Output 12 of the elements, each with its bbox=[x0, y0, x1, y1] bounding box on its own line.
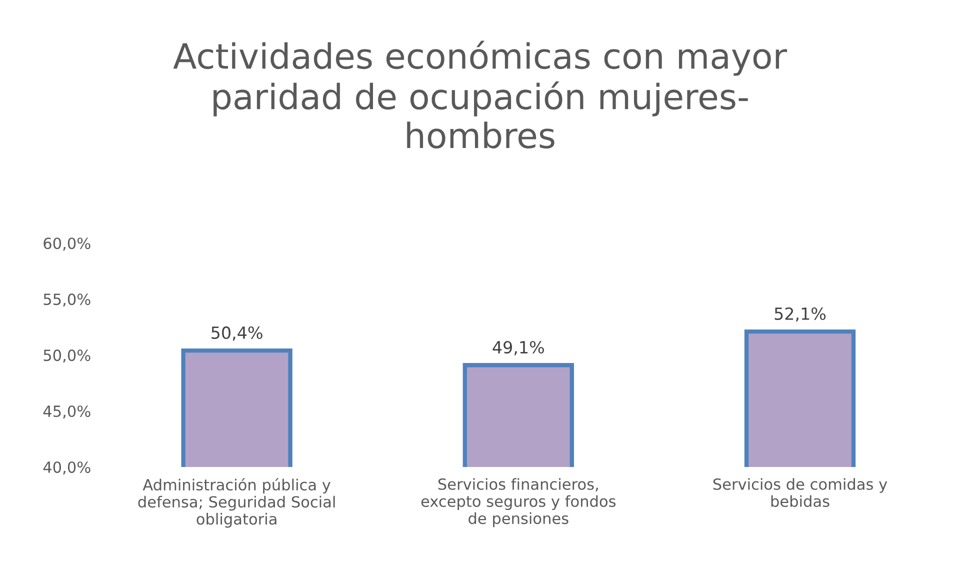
y-tick-label: 40,0% bbox=[43, 461, 90, 475]
chart-title: Actividades económicas con mayor paridad de ocupación mujeres- hombres bbox=[173, 40, 787, 149]
x-tick-label: Servicios de comidas y bebidas bbox=[713, 478, 888, 508]
data-label: 50,4% bbox=[212, 326, 262, 341]
y-tick-label: 55,0% bbox=[44, 294, 90, 307]
y-tick-label: 50,0% bbox=[44, 350, 90, 363]
data-label: 49,1% bbox=[492, 340, 544, 356]
x-tick-label: Servicios financieros, excepto seguros y fondos de pensiones bbox=[421, 478, 616, 528]
y-tick-label: 45,0% bbox=[43, 405, 90, 419]
y-tick-label: 60,0% bbox=[44, 238, 90, 251]
x-tick-label: Administración pública y defensa; Seguridad Social obligatoria bbox=[138, 478, 335, 528]
data-label: 52,1% bbox=[774, 307, 826, 322]
